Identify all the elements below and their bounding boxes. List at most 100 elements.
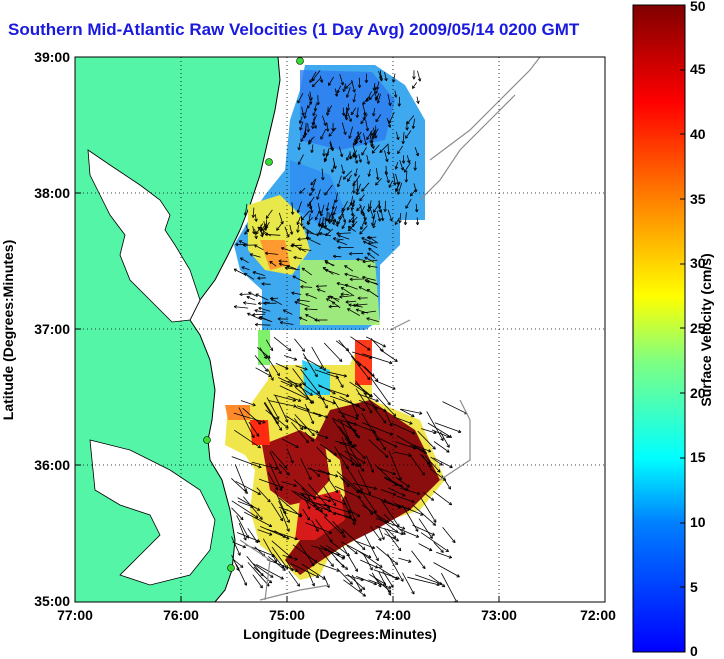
velocity-arrow — [407, 576, 440, 586]
velocity-arrow-head — [458, 429, 462, 433]
velocity-arrow — [291, 243, 306, 253]
velocity-arrow — [259, 347, 267, 359]
velocity-arrow-head — [447, 449, 450, 453]
velocity-arrow-head — [325, 298, 329, 302]
velocity-arrow — [270, 502, 284, 522]
velocity-arrow-head — [325, 269, 328, 273]
velocity-arrow-head — [312, 113, 316, 117]
velocity-arrow-head — [405, 136, 409, 139]
velocity-arrow-head — [293, 256, 297, 260]
velocity-arrow — [305, 122, 307, 136]
velocity-arrow-head — [360, 227, 364, 230]
velocity-arrow-head — [292, 275, 295, 279]
velocity-arrow-head — [417, 222, 420, 226]
velocity-arrow — [342, 107, 345, 116]
velocity-arrow — [365, 119, 369, 132]
velocity-arrow-head — [322, 153, 325, 157]
velocity-arrow-head — [352, 184, 356, 187]
velocity-arrow-head — [379, 218, 382, 222]
velocity-arrow-head — [292, 400, 296, 402]
velocity-arrow-head — [363, 586, 366, 590]
velocity-arrow-head — [378, 585, 382, 588]
velocity-arrow-head — [308, 101, 312, 105]
velocity-arrow — [286, 265, 297, 270]
velocity-arrow-head — [346, 485, 350, 488]
velocity-arrow-head — [383, 498, 387, 502]
velocity-arrow — [255, 223, 264, 235]
velocity-arrow-head — [254, 541, 258, 544]
velocity-arrow — [236, 515, 250, 539]
velocity-arrow-head — [348, 229, 352, 232]
velocity-arrow-head — [279, 322, 283, 325]
velocity-arrow-head — [330, 564, 334, 567]
velocity-arrow-head — [327, 504, 330, 508]
velocity-arrow — [231, 507, 244, 521]
velocity-arrow-head — [278, 260, 282, 263]
velocity-arrow — [307, 213, 311, 226]
velocity-arrow — [266, 559, 299, 572]
velocity-arrow — [339, 443, 355, 448]
velocity-arrow-head — [356, 209, 360, 212]
velocity-arrow-head — [344, 117, 347, 121]
velocity-arrow — [260, 228, 263, 238]
velocity-arrow-head — [301, 113, 304, 116]
velocity-arrow — [271, 546, 289, 570]
velocity-arrow — [371, 144, 380, 154]
velocity-arrow-head — [253, 403, 256, 406]
velocity-arrow-head — [337, 184, 341, 188]
velocity-arrow-head — [343, 132, 346, 135]
velocity-arrow — [384, 170, 390, 183]
velocity-arrow-head — [383, 208, 386, 212]
velocity-arrow-head — [334, 93, 338, 97]
velocity-arrow-head — [340, 82, 344, 86]
velocity-arrow-head — [363, 117, 366, 121]
velocity-arrow-head — [290, 383, 293, 387]
velocity-arrow-head — [281, 485, 284, 488]
velocity-arrow-head — [267, 500, 271, 503]
velocity-arrow — [335, 440, 357, 447]
velocity-arrow-head — [264, 252, 268, 256]
velocity-arrow-head — [325, 112, 328, 116]
velocity-arrow-head — [283, 567, 286, 571]
velocity-arrow-head — [450, 502, 453, 506]
velocity-arrow — [273, 336, 292, 352]
velocity-arrow-head — [359, 197, 361, 201]
velocity-arrow — [326, 371, 347, 377]
radar-site-marker — [227, 564, 235, 572]
velocity-arrow — [290, 563, 320, 578]
velocity-arrow — [367, 265, 378, 268]
velocity-arrow-head — [361, 237, 364, 241]
velocity-arrow — [380, 489, 397, 496]
velocity-arrow-head — [353, 424, 357, 426]
velocity-arrow-head — [269, 373, 272, 377]
velocity-arrow — [344, 450, 366, 464]
velocity-arrow — [336, 232, 351, 234]
velocity-arrow — [249, 253, 261, 258]
velocity-arrow — [330, 295, 340, 303]
velocity-arrow-head — [291, 292, 295, 295]
velocity-arrow-head — [406, 122, 410, 125]
velocity-arrow-head — [375, 558, 379, 562]
velocity-arrow-head — [284, 567, 288, 570]
velocity-arrow-head — [336, 282, 340, 284]
velocity-arrow-head — [327, 460, 331, 463]
velocity-arrow — [373, 82, 376, 91]
velocity-arrow-head — [314, 319, 318, 322]
velocity-arrow-head — [316, 430, 319, 433]
velocity-arrow — [399, 408, 415, 417]
velocity-arrow-head — [438, 469, 441, 473]
velocity-arrow — [329, 142, 333, 151]
velocity-arrow — [341, 122, 346, 135]
velocity-arrow — [316, 446, 331, 463]
velocity-arrow-head — [375, 135, 378, 139]
velocity-arrow — [343, 170, 353, 180]
velocity-arrow-head — [363, 460, 366, 464]
velocity-arrow-head — [298, 384, 302, 387]
velocity-arrow-head — [361, 588, 365, 590]
velocity-arrow-head — [251, 214, 254, 218]
velocity-arrow — [320, 224, 331, 231]
velocity-arrow-head — [454, 539, 456, 543]
velocity-arrow-head — [348, 135, 350, 139]
velocity-arrow — [297, 225, 299, 233]
velocity-arrow — [413, 444, 432, 452]
